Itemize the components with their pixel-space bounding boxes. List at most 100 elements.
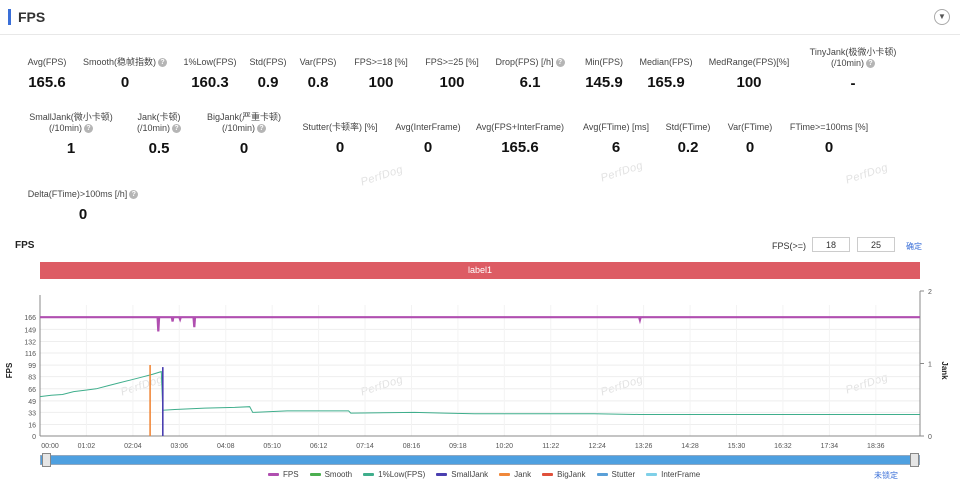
metric-label: Std(FPS) — [208, 57, 328, 68]
metric-value: 0.5 — [148, 140, 170, 157]
y2-tick-label: 1 — [928, 362, 932, 369]
metric-bigjank: BigJank(严重卡顿) (/10min)? 0 — [184, 112, 304, 158]
section-accent-bar — [8, 9, 11, 25]
legend-swatch — [596, 473, 608, 477]
metric-label-unit: (/10min) — [48, 123, 82, 133]
metric-avg-fps-interframe: Avg(FPS+InterFrame) 165.6 — [460, 122, 580, 157]
x-tick-label: 15:30 — [728, 443, 746, 450]
metric-label-text: Avg(FTime) [ms] — [582, 122, 649, 132]
help-icon[interactable]: ? — [172, 124, 181, 134]
metric-avg-fps: Avg(FPS) 165.6 — [0, 57, 107, 92]
help-icon[interactable]: ? — [555, 58, 565, 68]
help-icon[interactable]: ? — [158, 58, 167, 68]
legend-item-stutter[interactable]: Stutter — [596, 470, 635, 479]
y-tick-label: 66 — [28, 387, 36, 394]
x-tick-label: 13:26 — [635, 443, 653, 450]
label-band[interactable]: label1 — [40, 262, 920, 279]
legend-item-interframe[interactable]: InterFrame — [646, 470, 700, 479]
help-icon[interactable]: ? — [257, 124, 266, 134]
metric-value: 160.3 — [191, 74, 229, 91]
metric-label-text: Avg(FPS) — [27, 57, 67, 67]
metric-value: 0 — [120, 74, 130, 91]
metric-value: 0 — [423, 139, 433, 156]
fps-chart[interactable]: 0 16 33 49 66 83 99 116 132 149 166 00:00 01:02 02:04… — [0, 282, 960, 454]
metric-value: 0 — [824, 139, 834, 156]
y-tick-label: 166 — [24, 315, 36, 322]
x-tick-label: 11:22 — [542, 443, 559, 450]
x-tick-label: 04:08 — [217, 443, 235, 450]
x-tick-label: 02:04 — [124, 443, 142, 450]
legend-item-fps[interactable]: FPS — [268, 470, 299, 479]
slider-handle-right[interactable] — [910, 453, 919, 467]
lock-button[interactable]: 未锁定 — [874, 471, 898, 480]
legend-item-smalljank[interactable]: SmallJank — [436, 470, 488, 479]
legend-item-jank[interactable]: Jank — [499, 470, 531, 479]
x-tick-label: 17:34 — [821, 443, 839, 450]
help-icon[interactable]: ? — [84, 124, 93, 134]
metric-label-text: Jank(卡顿) — [137, 112, 181, 122]
metric-value: 0 — [335, 139, 345, 156]
metric-label: FPS>=18 [%] — [321, 57, 441, 68]
slider-handle-left[interactable] — [42, 453, 51, 467]
metric-smalljank: SmallJank(微小卡顿) (/10min)? 1 — [11, 112, 131, 158]
metric-label: Avg(FPS) — [0, 57, 107, 68]
section-header: FPS ▼ — [0, 0, 960, 35]
metric-drop-fps: Drop(FPS) [/h]? 6.1 — [470, 57, 590, 92]
metric-value: 165.9 — [647, 74, 685, 91]
help-icon[interactable]: ? — [866, 59, 875, 69]
metric-var-ftime: Var(FTime) 0 — [690, 122, 810, 157]
timeline-slider[interactable] — [40, 455, 920, 465]
metric-label: TinyJank(极微小卡顿) (/10min)? — [793, 47, 913, 69]
legend-swatch — [542, 473, 554, 477]
metric-value: 100 — [368, 74, 394, 91]
legend-swatch — [499, 473, 511, 477]
legend-item-1-low-fps-[interactable]: 1%Low(FPS) — [363, 470, 425, 479]
metric-tinyjank: TinyJank(极微小卡顿) (/10min)? - — [793, 47, 913, 93]
help-icon[interactable]: ? — [129, 190, 139, 200]
metric-label: Delta(FTime)>100ms [/h]? — [23, 189, 143, 200]
legend-item-smooth[interactable]: Smooth — [309, 470, 353, 479]
metric-value: 165.6 — [501, 139, 539, 156]
metric-low1-fps: 1%Low(FPS) 160.3 — [150, 57, 270, 92]
legend-item-bigjank[interactable]: BigJank — [542, 470, 586, 479]
threshold-input-2[interactable] — [857, 237, 895, 252]
metric-label-text: FTime>=100ms [%] — [789, 122, 869, 132]
metric-label: Min(FPS) — [544, 57, 664, 68]
y-axis-label: FPS — [5, 362, 14, 378]
legend-swatch — [646, 473, 658, 477]
chevron-down-icon[interactable]: ▼ — [934, 9, 950, 25]
legend-swatch — [309, 473, 321, 477]
metric-label-text: FPS>=18 [%] — [354, 57, 408, 67]
metric-label: SmallJank(微小卡顿) (/10min)? — [11, 112, 131, 134]
metric-stutter: Stutter(卡顿率) [%] 0 — [280, 122, 400, 157]
metric-label-text: Delta(FTime)>100ms [/h] — [27, 189, 128, 199]
x-tick-label: 01:02 — [78, 443, 96, 450]
chart-legend: FPS Smooth 1%Low(FPS) SmallJank Jank BigJank S… — [268, 470, 711, 479]
watermark: PerfDog — [844, 161, 890, 187]
metric-fps-ge-25: FPS>=25 [%] 100 — [392, 57, 512, 92]
x-tick-label: 06:12 — [310, 443, 328, 450]
legend-swatch — [363, 473, 375, 477]
metric-value: 0 — [78, 206, 88, 223]
metric-label-text: Min(FPS) — [585, 57, 623, 67]
x-tick-label: 18:36 — [867, 443, 885, 450]
metric-label: Std(FTime) — [628, 122, 748, 133]
legend-label: Smooth — [324, 470, 353, 479]
metric-label-text: Avg(FPS+InterFrame) — [475, 122, 565, 132]
x-tick-label: 07:14 — [356, 443, 374, 450]
metric-medrange-fps: MedRange(FPS)[%] 100 — [689, 57, 809, 92]
threshold-input-1[interactable] — [812, 237, 850, 252]
metric-label: Stutter(卡顿率) [%] — [280, 122, 400, 133]
confirm-button[interactable]: 确定 — [906, 242, 922, 251]
metric-label: FTime>=100ms [%] — [769, 122, 889, 133]
y2-tick-label: 0 — [928, 434, 932, 441]
x-tick-label: 03:06 — [171, 443, 189, 450]
metric-label: MedRange(FPS)[%] — [689, 57, 809, 68]
x-tick-label: 05:10 — [263, 443, 281, 450]
y-tick-label: 0 — [32, 434, 36, 441]
metric-label-text: Stutter(卡顿率) [%] — [302, 122, 378, 132]
metric-label: Avg(InterFrame) — [368, 122, 488, 133]
x-tick-label: 16:32 — [774, 443, 792, 450]
watermark: PerfDog — [599, 159, 645, 185]
metric-delta-ftime: Delta(FTime)>100ms [/h]? 0 — [23, 189, 143, 224]
